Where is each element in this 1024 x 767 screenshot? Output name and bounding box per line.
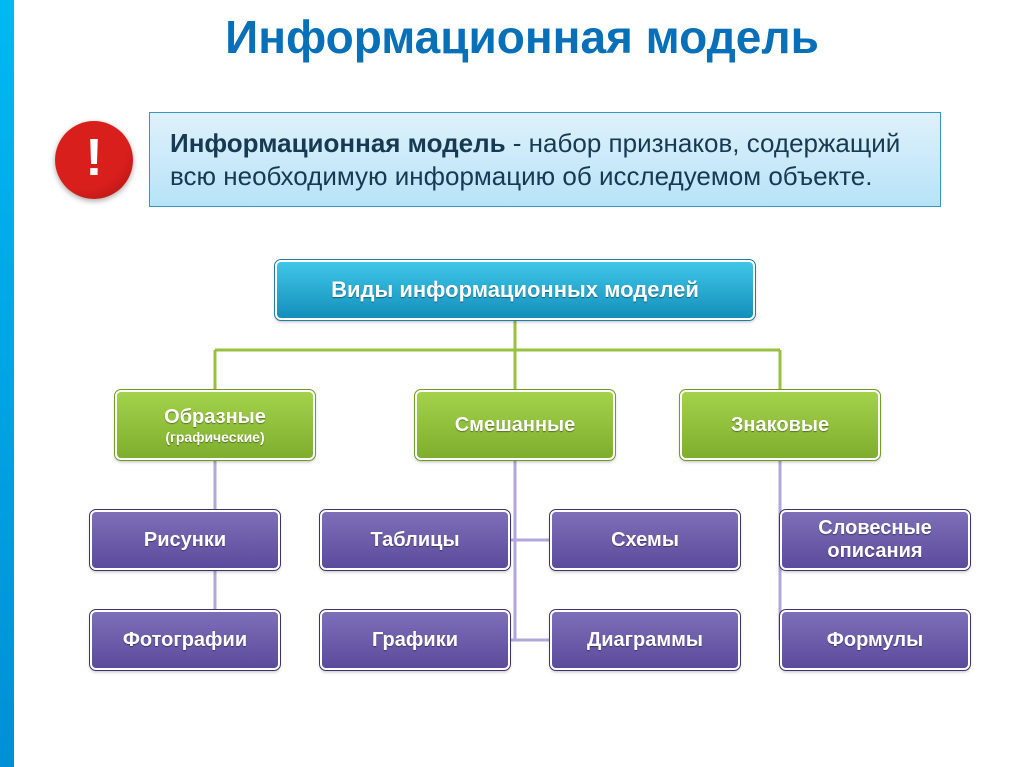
alert-icon: ! <box>55 121 133 199</box>
definition-term: Информационная модель <box>170 128 506 158</box>
definition-box: Информационная модель - набор признаков,… <box>149 112 941 207</box>
tree-leaf-7: Формулы <box>780 610 970 670</box>
definition-block: ! Информационная модель - набор признако… <box>55 112 941 207</box>
tree-leaf-6: Словесные описания <box>780 510 970 570</box>
alert-glyph: ! <box>85 128 102 188</box>
tree-leaf-2: Таблицы <box>320 510 510 570</box>
tree-category-2: Знаковые <box>680 390 880 460</box>
tree-leaf-4: Схемы <box>550 510 740 570</box>
tree-category-0: Образные(графические) <box>115 390 315 460</box>
left-accent-bar <box>0 0 14 767</box>
hierarchy-tree: Виды информационных моделей Образные(граф… <box>60 260 980 740</box>
page-title: Информационная модель <box>40 10 1004 64</box>
slide: Информационная модель ! Информационная м… <box>0 0 1024 767</box>
tree-leaf-5: Диаграммы <box>550 610 740 670</box>
tree-leaf-0: Рисунки <box>90 510 280 570</box>
tree-leaf-1: Фотографии <box>90 610 280 670</box>
tree-leaf-3: Графики <box>320 610 510 670</box>
tree-root: Виды информационных моделей <box>275 260 755 320</box>
tree-category-1: Смешанные <box>415 390 615 460</box>
